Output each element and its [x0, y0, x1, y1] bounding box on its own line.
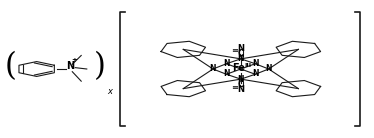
Text: N: N [237, 54, 244, 63]
Text: III: III [245, 63, 252, 68]
Text: N: N [66, 61, 74, 71]
Text: N: N [223, 69, 230, 78]
Text: N: N [266, 64, 272, 74]
Text: C: C [238, 49, 244, 58]
Text: N: N [252, 69, 258, 78]
Text: Fe: Fe [233, 63, 245, 73]
Text: +: + [71, 57, 77, 63]
Text: N: N [210, 64, 216, 74]
Text: N: N [237, 75, 244, 84]
Text: N: N [223, 59, 230, 68]
Text: ≡: ≡ [231, 83, 237, 92]
Text: (: ( [5, 51, 16, 82]
Text: N: N [237, 85, 244, 94]
Text: x: x [107, 87, 112, 96]
Text: ): ) [94, 51, 106, 82]
Text: N: N [237, 44, 244, 53]
Text: N: N [252, 59, 258, 68]
Text: C: C [238, 80, 244, 89]
Text: ≡: ≡ [231, 46, 237, 55]
